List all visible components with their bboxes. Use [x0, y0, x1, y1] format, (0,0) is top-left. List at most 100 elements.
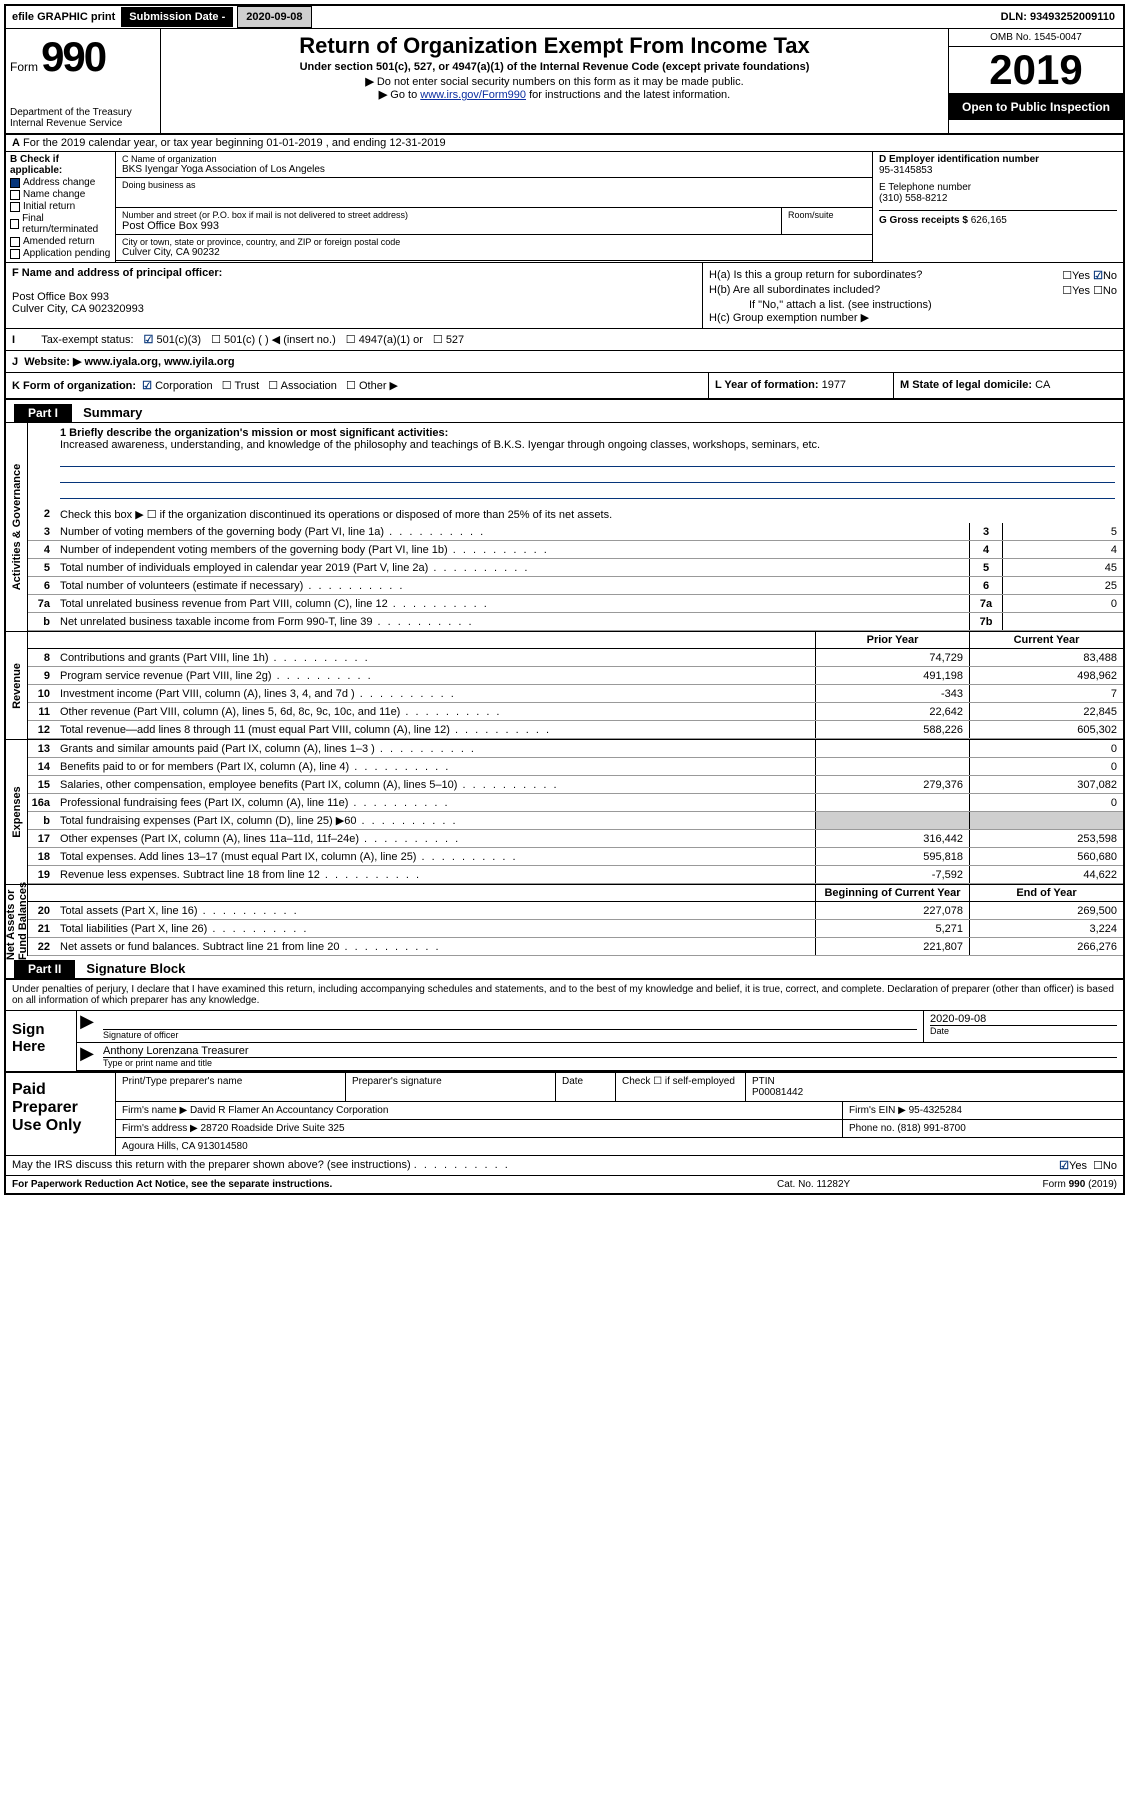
chk-name-change[interactable]	[10, 190, 20, 200]
hb-answer: ☐Yes ☐No	[1062, 284, 1117, 297]
col-c: C Name of organizationBKS Iyengar Yoga A…	[116, 152, 873, 262]
firm-ein-label: Firm's EIN ▶	[849, 1105, 906, 1116]
form-header: Form 990 Department of the Treasury Inte…	[6, 29, 1123, 135]
ha-answer: ☐Yes ☑No	[1062, 269, 1117, 282]
efile-label: efile GRAPHIC print	[6, 9, 121, 25]
part2-title: Signature Block	[78, 961, 185, 976]
side-netassets: Net Assets orFund Balances	[6, 885, 28, 956]
room-label: Room/suite	[782, 208, 872, 234]
prep-check-label: Check ☐ if self-employed	[616, 1073, 746, 1101]
name-label: C Name of organization	[122, 154, 866, 164]
sig-date-value: 2020-09-08	[930, 1013, 1117, 1025]
phone-label: Phone no.	[849, 1123, 895, 1134]
instr-2: ▶ Go to www.irs.gov/Form990 for instruct…	[165, 88, 944, 101]
dba-label: Doing business as	[122, 180, 866, 190]
chk-amended[interactable]	[10, 237, 20, 247]
officer-addr2: Culver City, CA 902320993	[12, 303, 144, 315]
chk-final-return[interactable]	[10, 219, 19, 229]
hc-label: H(c) Group exemption number ▶	[709, 311, 1117, 324]
sig-arrow-icon: ▶	[77, 1011, 97, 1042]
instr-1-text: Do not enter social security numbers on …	[377, 76, 744, 88]
tax-year: 2019	[949, 47, 1123, 94]
website-text: Website: ▶ www.iyala.org, www.iyila.org	[24, 356, 234, 368]
col-prior: Prior Year	[815, 632, 969, 648]
gross-label: G Gross receipts $	[879, 215, 968, 226]
footer-right: Form 990 (2019)	[957, 1179, 1117, 1190]
col-beginning: Beginning of Current Year	[815, 885, 969, 901]
form-number: 990	[41, 33, 105, 80]
period-row: A For the 2019 calendar year, or tax yea…	[6, 135, 1123, 152]
firm-ein: 95-4325284	[909, 1105, 962, 1116]
chk-label-3: Final return/terminated	[22, 213, 111, 235]
form-subtitle: Under section 501(c), 527, or 4947(a)(1)…	[165, 61, 944, 73]
ptin-label: PTIN	[752, 1076, 775, 1087]
tax-status-row: I Tax-exempt status: ☑ 501(c)(3) ☐ 501(c…	[6, 329, 1123, 351]
korg-trust: Trust	[234, 380, 259, 392]
instr-2-post: for instructions and the latest informat…	[526, 89, 730, 101]
footer-cat: Cat. No. 11282Y	[777, 1179, 957, 1190]
chk-app-pending[interactable]	[10, 249, 20, 259]
omb-number: OMB No. 1545-0047	[949, 29, 1123, 47]
year-formation: 1977	[822, 379, 846, 391]
col-b: B Check if applicable: Address change Na…	[6, 152, 116, 262]
hb-note: If "No," attach a list. (see instruction…	[709, 299, 1117, 311]
chk-initial-return[interactable]	[10, 202, 20, 212]
paid-preparer-label: Paid Preparer Use Only	[6, 1073, 116, 1155]
phone-value: (818) 991-8700	[897, 1123, 965, 1134]
form-word: Form	[10, 60, 38, 74]
form-container: efile GRAPHIC print Submission Date - 20…	[4, 4, 1125, 1195]
org-name: BKS Iyengar Yoga Association of Los Ange…	[122, 164, 866, 175]
sig-officer-label: Signature of officer	[103, 1029, 917, 1040]
ts-527: 527	[446, 334, 464, 346]
gross-value: 626,165	[971, 215, 1007, 226]
mission-label: 1 Briefly describe the organization's mi…	[60, 427, 448, 439]
korg-corp: Corporation	[155, 380, 212, 392]
officer-name-title: Anthony Lorenzana Treasurer	[103, 1045, 1117, 1057]
sig-date-label: Date	[930, 1025, 1117, 1036]
col-end: End of Year	[969, 885, 1123, 901]
prep-sig-label: Preparer's signature	[346, 1073, 556, 1101]
officer-label: F Name and address of principal officer:	[12, 267, 222, 279]
hb-label: H(b) Are all subordinates included?	[709, 284, 880, 297]
section-b: B Check if applicable: Address change Na…	[6, 152, 1123, 263]
firm-addr: 28720 Roadside Drive Suite 325	[201, 1123, 345, 1134]
discuss-answer: ☑Yes ☐No	[1059, 1159, 1117, 1172]
state-domicile-label: M State of legal domicile:	[900, 379, 1032, 391]
tel-value: (310) 558-8212	[879, 193, 1117, 204]
korg-row: K Form of organization: ☑ Corporation ☐ …	[6, 373, 1123, 400]
chk-label-5: Application pending	[23, 248, 110, 259]
org-city: Culver City, CA 90232	[122, 247, 866, 258]
submission-label: Submission Date -	[121, 7, 233, 27]
part-1: Part I Summary Activities & Governance 1…	[6, 400, 1123, 956]
state-domicile: CA	[1035, 379, 1050, 391]
firm-city: Agoura Hills, CA 913014580	[116, 1138, 1123, 1155]
department: Department of the Treasury Internal Reve…	[10, 107, 156, 129]
ts-501c: 501(c) ( ) ◀ (insert no.)	[224, 334, 336, 346]
instr-1: ▶ Do not enter social security numbers o…	[165, 75, 944, 88]
instr-2-pre: Go to	[390, 89, 420, 101]
name-title-label: Type or print name and title	[103, 1057, 1117, 1068]
firm-addr-label: Firm's address ▶	[122, 1123, 198, 1134]
website-j: J	[12, 356, 18, 368]
part2-header: Part II	[14, 960, 75, 978]
part-2: Part II Signature Block Under penalties …	[6, 956, 1123, 1175]
submission-date: 2020-09-08	[237, 6, 311, 28]
city-label: City or town, state or province, country…	[122, 237, 866, 247]
col-b-title: B Check if applicable:	[10, 154, 111, 176]
period-text: For the 2019 calendar year, or tax year …	[23, 137, 446, 149]
irs-link[interactable]: www.irs.gov/Form990	[420, 89, 526, 101]
officer-addr1: Post Office Box 993	[12, 291, 109, 303]
part1-title: Summary	[75, 405, 142, 420]
prep-name-label: Print/Type preparer's name	[116, 1073, 346, 1101]
korg-other: Other ▶	[359, 380, 398, 392]
prep-date-label: Date	[556, 1073, 616, 1101]
mission-text: Increased awareness, understanding, and …	[60, 439, 820, 451]
mission-block: 1 Briefly describe the organization's mi…	[28, 423, 1123, 505]
tel-label: E Telephone number	[879, 182, 971, 193]
footer: For Paperwork Reduction Act Notice, see …	[6, 1175, 1123, 1193]
part1-header: Part I	[14, 404, 72, 422]
col-current: Current Year	[969, 632, 1123, 648]
chk-address-change[interactable]	[10, 178, 20, 188]
discuss-text: May the IRS discuss this return with the…	[12, 1159, 1059, 1172]
ein-label: D Employer identification number	[879, 154, 1039, 165]
